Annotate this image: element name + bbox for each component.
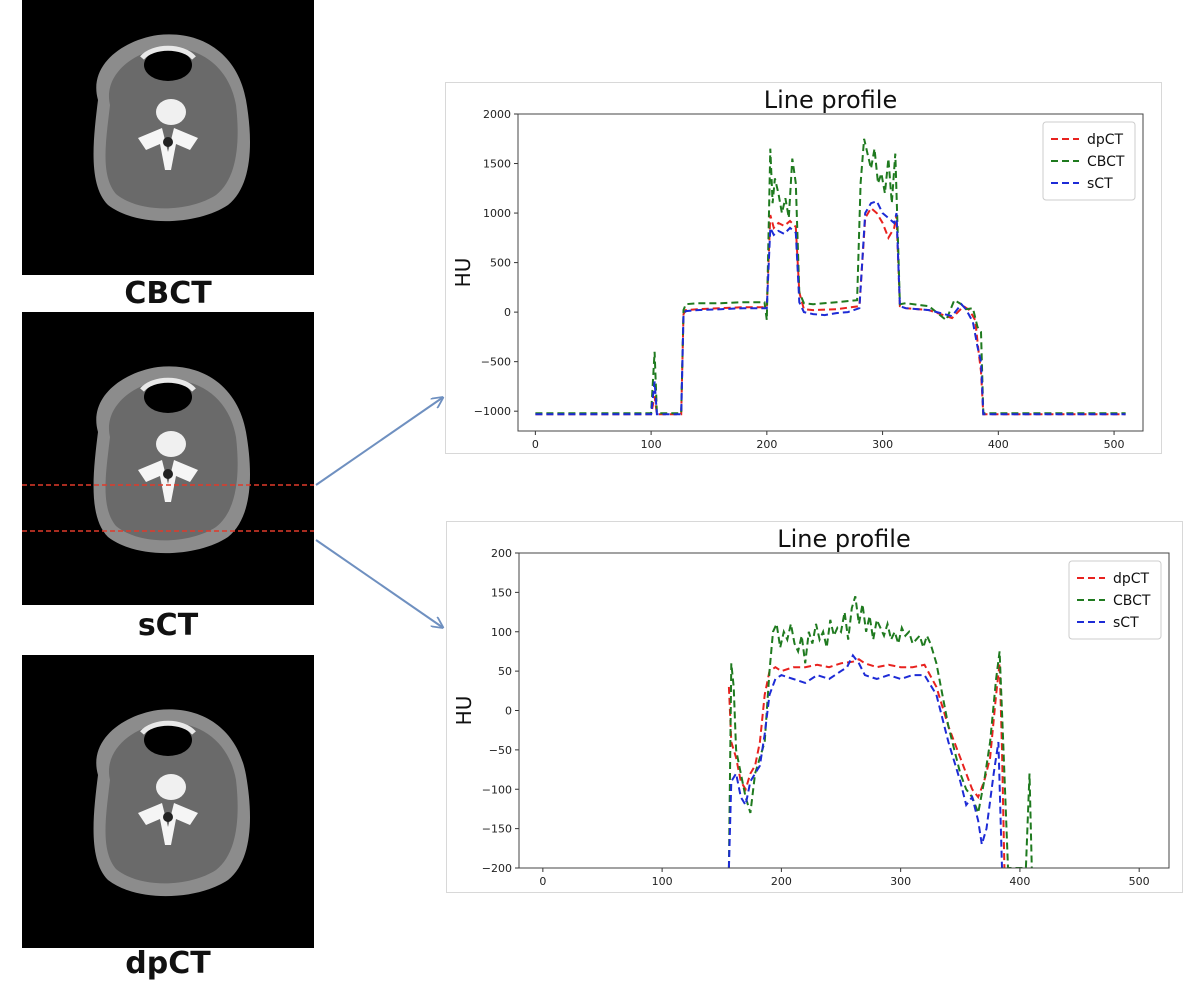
x-tick-label: 200 bbox=[771, 875, 792, 888]
x-tick-label: 300 bbox=[872, 438, 893, 451]
scan-image-cbct bbox=[22, 0, 314, 275]
legend-label-sct: sCT bbox=[1113, 615, 1139, 631]
x-tick-label: 500 bbox=[1104, 438, 1125, 451]
y-tick-label: 150 bbox=[491, 586, 512, 599]
legend-label-cbct: CBCT bbox=[1113, 593, 1151, 609]
x-tick-label: 100 bbox=[641, 438, 662, 451]
scan-image-dpct bbox=[22, 655, 314, 948]
legend-label-dpct: dpCT bbox=[1113, 571, 1150, 587]
plot-frame bbox=[518, 552, 1170, 869]
legend-label-cbct: CBCT bbox=[1087, 154, 1125, 170]
arrow-to-lower-profile bbox=[315, 539, 442, 627]
legend-box bbox=[1068, 560, 1162, 640]
scan-image-sct bbox=[22, 312, 314, 605]
chart-title: Line profile bbox=[777, 525, 910, 553]
x-tick-label: 100 bbox=[652, 875, 673, 888]
y-tick-label: −150 bbox=[482, 823, 512, 836]
series-line-sct bbox=[727, 653, 1005, 868]
y-tick-label: 500 bbox=[490, 257, 511, 270]
y-tick-label: −50 bbox=[489, 744, 512, 757]
chart-title: Line profile bbox=[764, 86, 897, 114]
y-tick-label: 100 bbox=[491, 626, 512, 639]
scan-label-cbct: CBCT bbox=[124, 276, 212, 311]
x-tick-label: 500 bbox=[1129, 875, 1150, 888]
legend-label-dpct: dpCT bbox=[1087, 132, 1124, 148]
line-profile-chart-lower: Line profile HU 0 100 200 300 400 500 −200 −150 −1… bbox=[446, 521, 1183, 893]
series-line-sct bbox=[535, 199, 1126, 416]
y-tick-label: 1500 bbox=[483, 158, 511, 171]
y-tick-label: 2000 bbox=[483, 108, 511, 121]
series-line-dpct bbox=[727, 658, 1006, 868]
scan-label-sct: sCT bbox=[137, 608, 199, 643]
series-line-cbct bbox=[727, 596, 1033, 868]
y-tick-label: 200 bbox=[491, 547, 512, 560]
x-tick-label: 300 bbox=[890, 875, 911, 888]
x-tick-label: 200 bbox=[756, 438, 777, 451]
y-axis-label: HU bbox=[452, 696, 476, 726]
y-tick-label: 0 bbox=[505, 705, 512, 718]
x-tick-label: 0 bbox=[539, 875, 546, 888]
y-tick-label: −100 bbox=[482, 783, 512, 796]
y-tick-label: 0 bbox=[504, 306, 511, 319]
y-tick-label: −200 bbox=[482, 862, 512, 875]
line-profile-chart-upper: Line profile HU 0 100 200 300 400 500 −1000 −500 0… bbox=[445, 82, 1162, 454]
plot-frame bbox=[517, 113, 1144, 432]
x-tick-label: 400 bbox=[988, 438, 1009, 451]
legend-box bbox=[1042, 121, 1136, 201]
legend-label-sct: sCT bbox=[1087, 176, 1113, 192]
series-line-cbct bbox=[535, 138, 1126, 415]
x-tick-label: 400 bbox=[1009, 875, 1030, 888]
y-tick-label: −1000 bbox=[474, 405, 511, 418]
x-tick-label: 0 bbox=[532, 438, 539, 451]
y-axis-label: HU bbox=[451, 258, 475, 288]
y-tick-label: −500 bbox=[481, 356, 511, 369]
y-tick-label: 1000 bbox=[483, 207, 511, 220]
y-tick-label: 50 bbox=[498, 665, 512, 678]
series-line-dpct bbox=[535, 206, 1126, 416]
arrow-to-upper-profile bbox=[315, 398, 442, 486]
